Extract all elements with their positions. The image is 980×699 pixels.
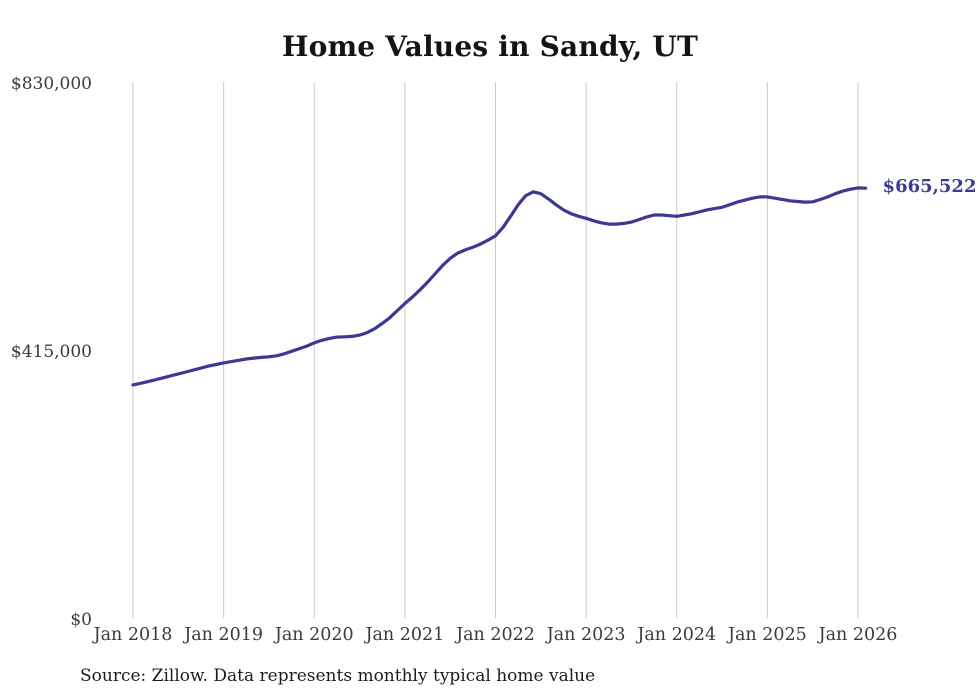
chart-title: Home Values in Sandy, UT <box>281 30 699 63</box>
x-tick-label: Jan 2021 <box>365 625 445 645</box>
gridlines <box>132 82 859 618</box>
x-tick-label: Jan 2020 <box>274 625 354 645</box>
x-tick-label: Jan 2024 <box>637 625 717 645</box>
x-tick-label: Jan 2025 <box>727 625 807 645</box>
value-line <box>131 186 868 387</box>
current-value-label: $665,522 <box>882 176 977 198</box>
x-tick-label: Jan 2022 <box>456 625 535 645</box>
x-tick-label: Jan 2018 <box>93 625 173 645</box>
x-tick-label: Jan 2023 <box>546 625 626 645</box>
source-note: Source: Zillow. Data represents monthly … <box>80 666 596 686</box>
x-tick-label: Jan 2026 <box>818 625 898 645</box>
x-tick-label: Jan 2019 <box>184 625 264 645</box>
y-tick-0: $0 <box>70 610 92 630</box>
y-tick-830000: $830,000 <box>10 74 92 94</box>
y-tick-415000: $415,000 <box>10 342 92 362</box>
